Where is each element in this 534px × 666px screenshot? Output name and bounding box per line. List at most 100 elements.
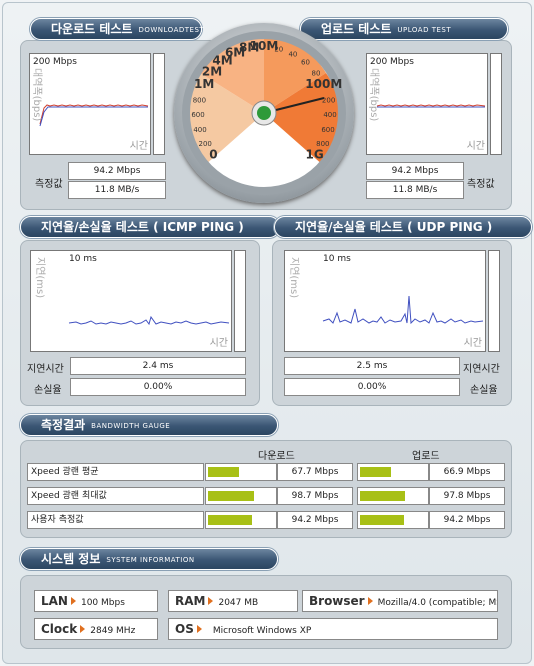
results-tab-title: 측정결과 xyxy=(41,418,86,432)
clock-value: 2849 MHz xyxy=(90,626,136,636)
arrow-right-icon xyxy=(70,597,76,605)
results-row-down-bar xyxy=(205,487,277,505)
gauge-tick-label: 4M xyxy=(212,54,232,68)
download-value-mbs: 11.8 MB/s xyxy=(68,181,166,199)
ram-value: 2047 MB xyxy=(218,598,259,608)
gauge-tick-label: 800 xyxy=(193,96,206,104)
ram-info: RAM 2047 MB xyxy=(168,590,298,612)
download-measure-label: 측정값 xyxy=(35,179,63,190)
upload-y-axis-label: 대역폭(bps) xyxy=(368,68,379,122)
upload-graph-max: 200 Mbps xyxy=(370,57,414,67)
gauge-tick-label: 200 xyxy=(322,96,335,104)
results-row-up-bar xyxy=(357,511,429,529)
download-graph-max: 200 Mbps xyxy=(33,57,77,67)
upload-tab-sub: UPLOAD TEST xyxy=(397,26,452,34)
results-tab-sub: BANDWIDTH GAUGE xyxy=(91,422,171,430)
icmp-graph-max: 10 ms xyxy=(69,254,97,264)
system-tab-sub: SYSTEM INFORMATION xyxy=(106,556,195,564)
bar-fill xyxy=(208,467,239,477)
upload-graph-line xyxy=(376,104,486,108)
gauge-tick-label: 40 xyxy=(288,51,297,59)
udp-latency-value: 2.5 ms xyxy=(284,357,460,375)
gauge-tick-label: 8M xyxy=(239,41,259,55)
upload-test-tab: 업로드 테스트 UPLOAD TEST xyxy=(300,18,508,40)
udp-ping-tab: 지연율/손실율 테스트 ( UDP PING ) xyxy=(274,216,532,238)
icmp-x-axis-label: 시간 xyxy=(209,338,228,349)
icmp-graph-line xyxy=(68,315,230,326)
upload-value-mbps: 94.2 Mbps xyxy=(366,162,464,180)
gauge-tick-label: 10M xyxy=(250,39,279,53)
results-row-label: 사용자 측정값 xyxy=(27,511,204,529)
udp-loss-value: 0.00% xyxy=(284,378,460,396)
results-row-down-value: 94.2 Mbps xyxy=(277,511,353,529)
download-graph-line xyxy=(39,104,149,127)
udp-tab-title: 지연율/손실율 테스트 ( UDP PING ) xyxy=(295,220,493,234)
os-value: Microsoft Windows XP xyxy=(212,626,312,636)
lan-value: 100 Mbps xyxy=(80,598,125,608)
browser-value: Mozilla/4.0 (compatible; MS xyxy=(377,598,498,608)
udp-graph-line xyxy=(322,295,484,325)
bar-fill xyxy=(360,467,391,477)
gauge-tick-label: 6M xyxy=(225,46,245,60)
gauge-tick-label: 2M xyxy=(202,64,222,78)
upload-graph: 200 Mbps 대역폭(bps) 시간 xyxy=(366,53,488,155)
gauge-tick-label: 400 xyxy=(193,126,206,134)
icmp-graph-scrollbar[interactable] xyxy=(234,250,246,352)
icmp-latency-label: 지연시간 xyxy=(27,364,64,375)
upload-tab-title: 업로드 테스트 xyxy=(321,22,392,36)
lan-label: LAN xyxy=(41,594,68,608)
udp-latency-label: 지연시간 xyxy=(463,364,500,375)
gauge-tick-label: 1G xyxy=(305,147,323,161)
clock-label: Clock xyxy=(41,622,78,636)
upload-x-axis-label: 시간 xyxy=(466,141,485,152)
os-info: OS Microsoft Windows XP xyxy=(168,618,498,640)
results-col-download: 다운로드 xyxy=(258,451,295,462)
gauge-tick-label: 20 xyxy=(274,46,283,54)
lan-info: LAN 100 Mbps xyxy=(34,590,158,612)
clock-info: Clock 2849 MHz xyxy=(34,618,158,640)
results-col-upload: 업로드 xyxy=(412,451,440,462)
bar-fill xyxy=(360,515,404,525)
results-row-up-value: 94.2 Mbps xyxy=(429,511,505,529)
bar-fill xyxy=(208,515,252,525)
icmp-loss-value: 0.00% xyxy=(70,378,246,396)
gauge-tick-label: 800 xyxy=(316,140,329,148)
upload-value-mbs: 11.8 MB/s xyxy=(366,181,464,199)
icmp-ping-tab: 지연율/손실율 테스트 ( ICMP PING ) xyxy=(20,216,280,238)
results-row-label: Xpeed 광랜 평균 xyxy=(27,463,204,481)
system-info-tab: 시스템 정보 SYSTEM INFORMATION xyxy=(20,548,278,570)
bar-fill xyxy=(360,491,405,501)
download-value-mbps: 94.2 Mbps xyxy=(68,162,166,180)
results-row-up-bar xyxy=(357,463,429,481)
icmp-tab-title: 지연율/손실율 테스트 ( ICMP PING ) xyxy=(41,220,244,234)
download-y-axis-label: 대역폭(bps) xyxy=(31,68,42,122)
udp-x-axis-label: 시간 xyxy=(463,338,482,349)
udp-graph-scrollbar[interactable] xyxy=(488,250,500,352)
results-row-down-bar xyxy=(205,511,277,529)
results-row-up-value: 66.9 Mbps xyxy=(429,463,505,481)
system-tab-title: 시스템 정보 xyxy=(41,552,101,566)
download-test-tab: 다운로드 테스트 DOWNLOADTEST xyxy=(30,18,204,40)
gauge-tick-label: 400 xyxy=(323,111,336,119)
results-row-up-bar xyxy=(357,487,429,505)
results-row-down-value: 67.7 Mbps xyxy=(277,463,353,481)
udp-y-axis-label: 지연(ms) xyxy=(288,257,299,299)
results-tab: 측정결과 BANDWIDTH GAUGE xyxy=(20,414,278,436)
gauge-tick-label: 0 xyxy=(209,147,217,161)
browser-label: Browser xyxy=(309,594,365,608)
gauge-tick-label: 60 xyxy=(301,59,310,67)
gauge-tick-label: 600 xyxy=(191,111,204,119)
icmp-latency-value: 2.4 ms xyxy=(70,357,246,375)
udp-graph-max: 10 ms xyxy=(323,254,351,264)
speed-gauge: 0 200 400 600 800 1M 2M 4M 6M 8M 10M 20 40 60 80 100M 20… xyxy=(174,23,354,203)
results-row-label: Xpeed 광랜 최대값 xyxy=(27,487,204,505)
udp-loss-label: 손실율 xyxy=(470,385,498,396)
download-graph-scrollbar[interactable] xyxy=(153,53,165,155)
upload-graph-scrollbar[interactable] xyxy=(490,53,502,155)
download-tab-title: 다운로드 테스트 xyxy=(51,22,133,36)
os-label: OS xyxy=(175,622,194,636)
icmp-y-axis-label: 지연(ms) xyxy=(34,257,45,299)
results-row-down-bar xyxy=(205,463,277,481)
arrow-right-icon xyxy=(208,597,214,605)
upload-measure-label: 측정값 xyxy=(467,179,495,190)
